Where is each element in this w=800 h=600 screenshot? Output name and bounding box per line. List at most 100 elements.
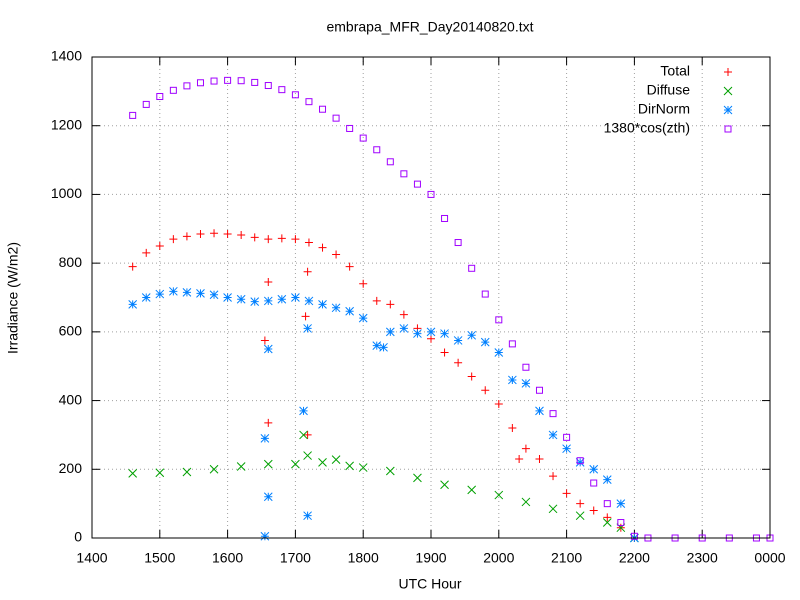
data-point [237,230,246,239]
data-point [548,430,558,440]
data-point [264,235,273,244]
y-tick-label: 200 [59,460,83,476]
y-tick-label: 400 [59,391,83,407]
data-point [142,100,150,108]
data-point [236,294,246,304]
data-point [141,293,151,302]
data-point [263,459,273,469]
data-point [495,316,503,324]
data-point [522,363,530,371]
data-point [303,511,312,521]
legend-label: 1380*cos(zth) [604,120,690,136]
data-point [299,406,308,416]
data-point [169,235,178,244]
data-point [263,492,273,502]
data-point [250,297,260,306]
data-point [277,294,287,304]
data-point [549,410,557,418]
data-point [385,327,395,337]
data-point [508,340,516,348]
data-point [182,287,192,297]
data-point [590,479,598,487]
data-point [372,296,381,305]
x-tick-label: 1500 [144,550,175,566]
data-point [263,344,273,354]
data-point [331,455,341,465]
data-point [196,229,205,238]
data-point [303,451,312,460]
data-point [318,243,327,252]
data-point [318,300,327,309]
data-point [413,329,422,338]
legend-marker [723,105,733,115]
data-point [494,400,503,409]
data-point [427,334,435,343]
data-point [467,485,477,495]
data-point [346,124,354,132]
data-point [277,234,286,243]
data-point [128,262,137,271]
data-point [169,86,177,94]
data-point [379,342,388,352]
data-point [291,293,300,302]
data-point [345,461,354,471]
data-point [155,468,165,478]
data-point [359,279,368,288]
data-point [372,341,382,350]
data-point [169,286,178,296]
data-point [358,463,368,472]
data-point [319,105,327,113]
data-point [156,93,164,101]
legend-label: Total [660,63,690,79]
data-point [332,114,340,122]
data-point [481,386,490,395]
data-point [562,444,571,454]
data-point [182,232,191,241]
data-point [589,506,598,515]
x-tick-label: 1700 [280,550,311,566]
legend-marker [724,125,732,133]
data-point [291,235,300,244]
data-point [260,336,269,345]
y-tick-label: 1400 [51,48,82,64]
data-point [441,214,449,222]
data-point [278,86,286,94]
x-tick-label: 1400 [76,550,107,566]
data-point [467,330,477,340]
data-point [318,458,327,467]
x-tick-label: 1600 [212,550,243,566]
data-point [630,532,638,540]
data-point [617,519,625,527]
chart-title: embrapa_MFR_Day20140820.txt [326,19,533,35]
legend-label: Diffuse [647,82,691,98]
data-point [155,289,165,299]
data-point [454,239,462,247]
data-point [299,430,308,440]
data-point [494,348,504,357]
data-point [576,457,584,465]
data-point [264,278,273,287]
data-point [210,229,219,238]
x-tick-label: 0000 [754,550,785,566]
data-point [331,303,341,313]
y-tick-label: 600 [59,323,83,339]
y-tick-label: 0 [74,529,82,545]
data-point [480,337,490,347]
data-point [440,329,449,338]
x-tick-label: 1800 [348,550,379,566]
data-point [386,300,395,309]
data-point [196,79,204,87]
data-point [250,233,259,242]
data-point [224,76,232,84]
data-point [535,386,543,394]
data-point [260,531,270,541]
data-point [291,459,300,469]
data-point [373,146,381,154]
plot-border [91,56,771,539]
data-point [305,98,313,106]
data-point [535,406,544,416]
data-point [548,504,558,514]
data-point [182,467,192,477]
data-point [359,134,367,142]
